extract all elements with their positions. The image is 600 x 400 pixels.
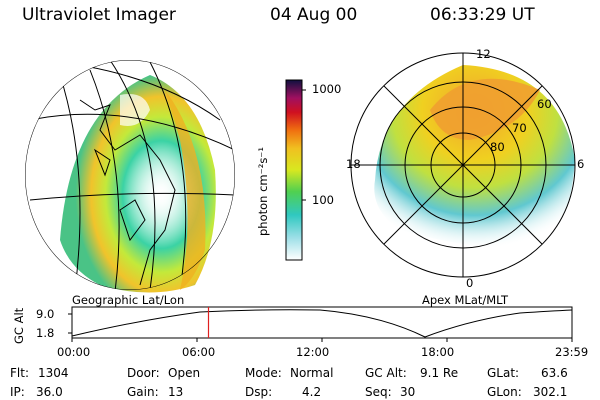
polar-image (350, 52, 576, 278)
glon-value: 302.1 (533, 385, 568, 399)
door-label: Door: (127, 366, 160, 380)
dsp-value: 4.2 (302, 385, 322, 399)
gain-label: Gain: (127, 385, 159, 399)
glat-label: GLat: (487, 366, 520, 380)
right-panel-label: Apex MLat/MLT (422, 293, 509, 307)
geographic-image (25, 60, 235, 293)
timeline-xtick-0000: 00:00 (57, 345, 91, 359)
dsp-label: Dsp: (245, 385, 273, 399)
flt-value: 1304 (38, 366, 69, 380)
mlt-label-18: 18 (346, 157, 361, 171)
seq-label: Seq: (365, 385, 392, 399)
glon-label: GLon: (487, 385, 522, 399)
seq-value: 30 (400, 385, 416, 399)
colorbar-tick-low: 100 (312, 193, 334, 207)
mode-value: Normal (290, 366, 334, 380)
mode-label: Mode: (245, 366, 282, 380)
timeline-ylabel: GC Alt (12, 307, 26, 344)
mlt-label-0: 0 (466, 276, 474, 290)
gcalt-label: GC Alt: (365, 366, 407, 380)
gcalt-value: 9.1 Re (420, 366, 459, 380)
colorbar-unit-label: photon cm⁻²s⁻¹ (256, 147, 270, 236)
timeline-xtick-1800: 18:00 (421, 345, 455, 359)
ip-value: 36.0 (36, 385, 63, 399)
intensity-colorbar (285, 79, 306, 261)
glat-value: 63.6 (541, 366, 568, 380)
timeline-xtick-1200: 12:00 (296, 345, 330, 359)
timeline-ytick-high: 9.0 (36, 307, 55, 321)
timeline-xtick-2359: 23:59 (555, 345, 589, 359)
door-value: Open (168, 366, 201, 380)
ip-label: IP: (10, 385, 25, 399)
mlat-label-80: 80 (490, 140, 505, 154)
app-title: Ultraviolet Imager (22, 5, 176, 25)
left-panel-label: Geographic Lat/Lon (72, 293, 185, 307)
colorbar-tick-high: 1000 (312, 82, 342, 96)
time-display: 06:33:29 UT (430, 5, 535, 25)
mlt-label-12: 12 (476, 47, 491, 61)
timeline-xtick-0600: 06:00 (182, 345, 216, 359)
mlat-label-60: 60 (537, 97, 552, 111)
date-display: 04 Aug 00 (270, 5, 358, 25)
mlat-label-70: 70 (512, 121, 527, 135)
gain-value: 13 (168, 385, 184, 399)
flt-label: Flt: (10, 366, 29, 380)
timeline-ytick-low: 1.8 (36, 326, 55, 340)
mlt-label-6: 6 (577, 157, 585, 171)
altitude-timeline-plot (68, 306, 573, 342)
